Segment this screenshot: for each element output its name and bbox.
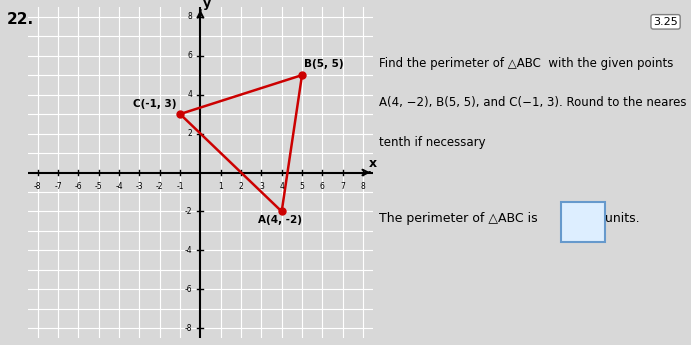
Text: C(-1, 3): C(-1, 3) <box>133 99 176 109</box>
Text: 6: 6 <box>187 51 192 60</box>
Text: x: x <box>369 157 377 170</box>
Text: 3.25: 3.25 <box>653 17 678 27</box>
Text: tenth if necessary: tenth if necessary <box>379 136 486 149</box>
Text: 2: 2 <box>238 182 243 191</box>
Text: -6: -6 <box>75 182 82 191</box>
Text: -2: -2 <box>184 207 192 216</box>
Text: 2: 2 <box>187 129 192 138</box>
Text: A(4, −2), B(5, 5), and C(−1, 3). Round to the neares: A(4, −2), B(5, 5), and C(−1, 3). Round t… <box>379 96 687 109</box>
Text: A(4, -2): A(4, -2) <box>258 215 302 225</box>
Text: 1: 1 <box>218 182 223 191</box>
Text: -4: -4 <box>115 182 123 191</box>
Text: 3: 3 <box>259 182 264 191</box>
Text: 8: 8 <box>187 12 192 21</box>
Text: 5: 5 <box>300 182 305 191</box>
Text: The perimeter of △ABC is: The perimeter of △ABC is <box>379 212 538 225</box>
Text: -7: -7 <box>55 182 62 191</box>
FancyBboxPatch shape <box>560 202 605 242</box>
Text: 4: 4 <box>279 182 284 191</box>
Text: -2: -2 <box>156 182 164 191</box>
Text: Find the perimeter of △ABC  with the given points: Find the perimeter of △ABC with the give… <box>379 57 674 70</box>
Text: -1: -1 <box>176 182 184 191</box>
Text: 8: 8 <box>361 182 366 191</box>
Text: -6: -6 <box>184 285 192 294</box>
Text: 6: 6 <box>320 182 325 191</box>
Text: -8: -8 <box>184 324 192 333</box>
Text: -4: -4 <box>184 246 192 255</box>
Text: 4: 4 <box>187 90 192 99</box>
Text: -8: -8 <box>34 182 41 191</box>
Text: B(5, 5): B(5, 5) <box>304 59 343 69</box>
Text: units.: units. <box>605 212 640 225</box>
Text: y: y <box>202 0 211 10</box>
Text: -3: -3 <box>135 182 143 191</box>
Text: -5: -5 <box>95 182 102 191</box>
Text: 7: 7 <box>340 182 345 191</box>
Text: 22.: 22. <box>7 12 34 27</box>
